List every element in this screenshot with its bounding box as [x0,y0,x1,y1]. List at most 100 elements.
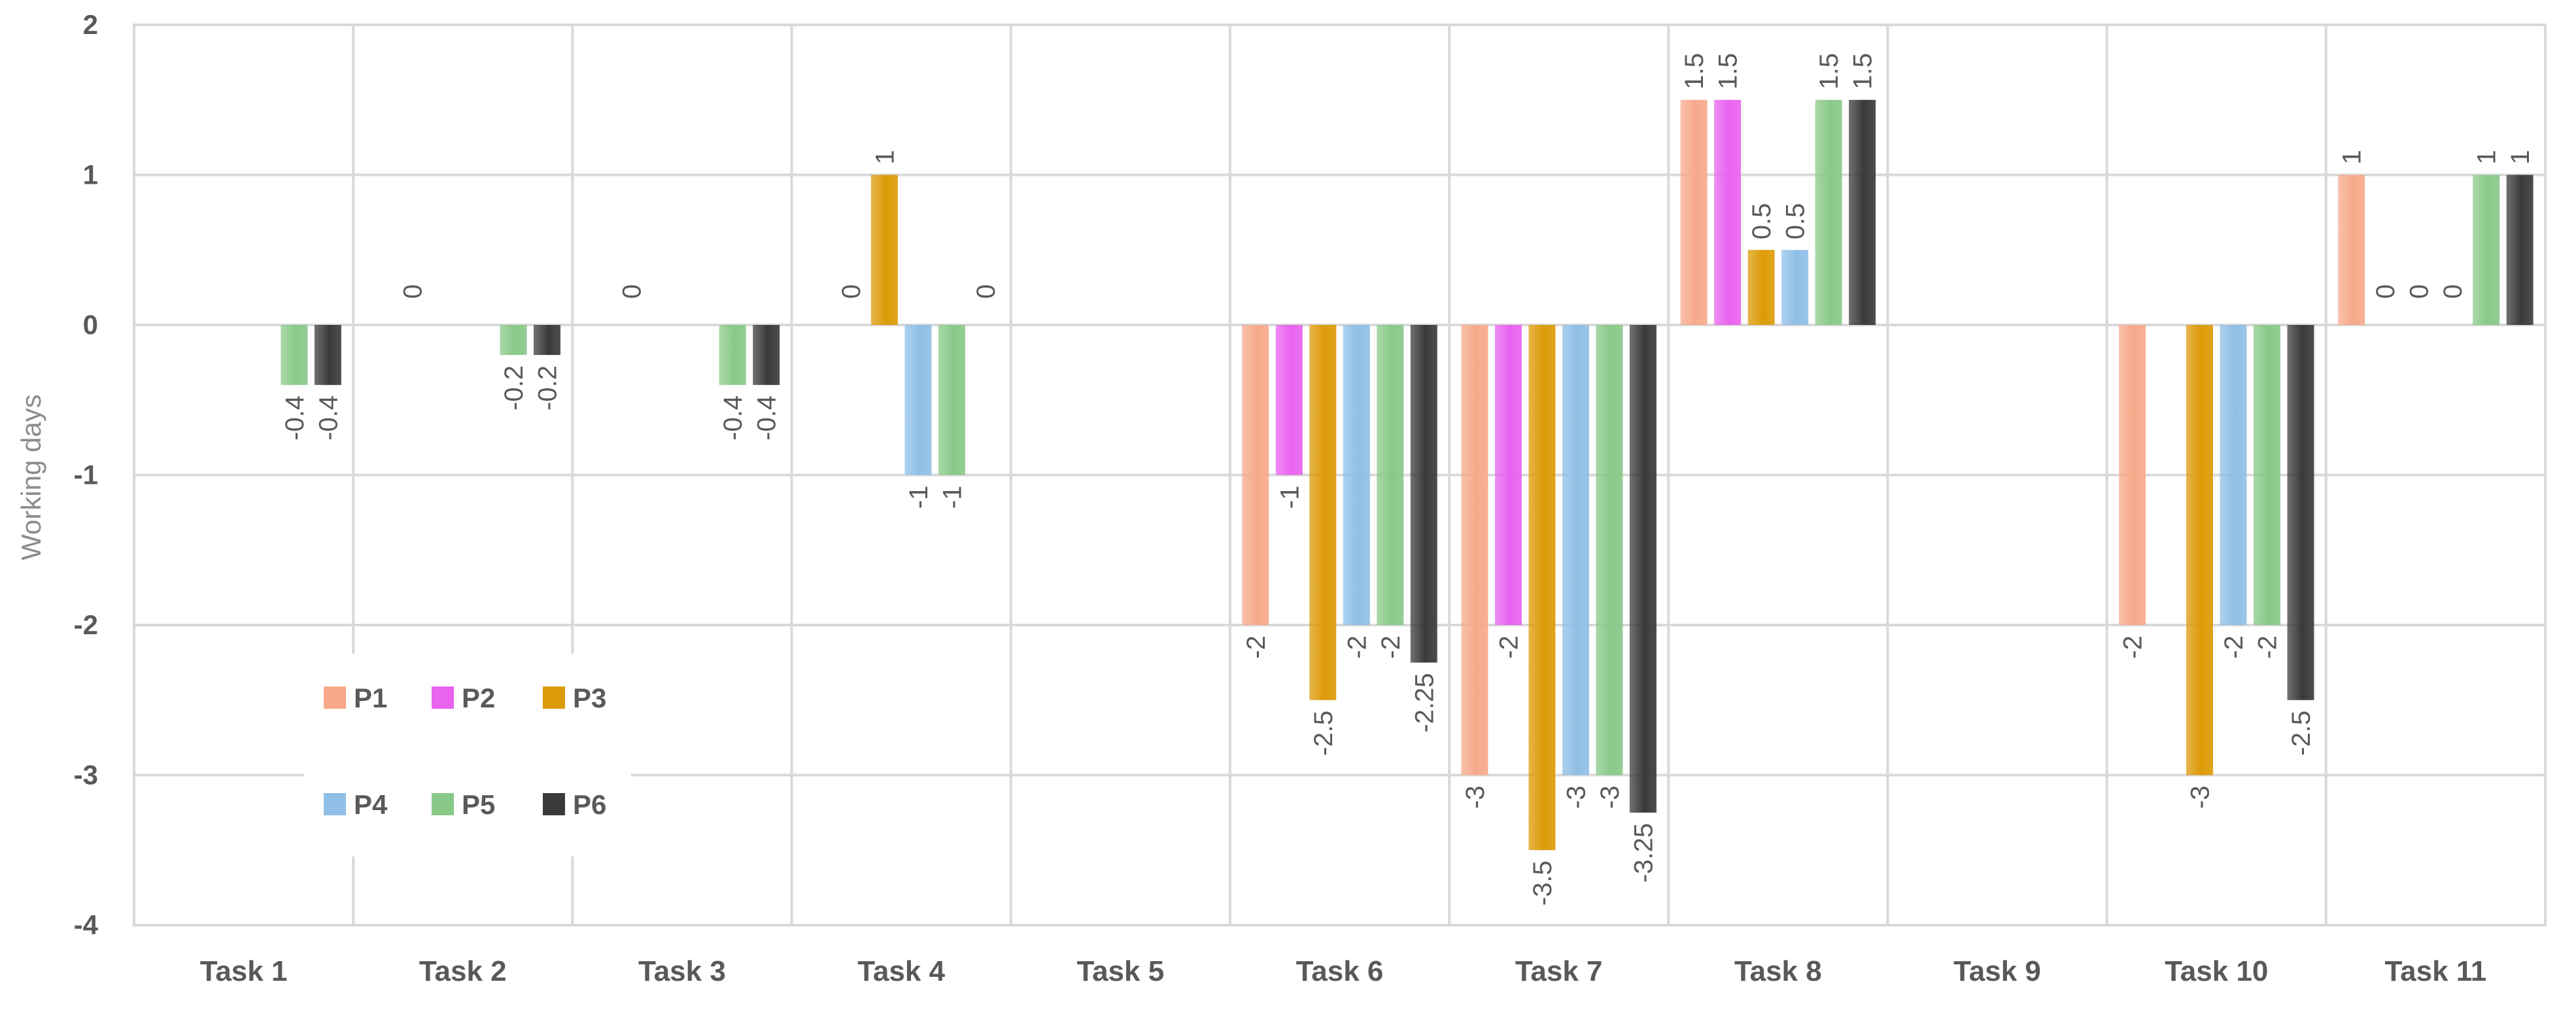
bar-p4-task-6 [1343,325,1370,625]
data-label: -3.25 [1629,823,1658,883]
data-label: -0.4 [314,396,343,441]
data-label: -1 [938,486,967,509]
bar-p3-task-7 [1528,325,1556,851]
x-category-label: Task 4 [857,955,945,987]
bar-p3-task-8 [1747,250,1775,325]
legend-label-p6: P6 [573,789,606,820]
legend-label-p2: P2 [462,683,495,713]
bar-p1-task-7 [1461,325,1488,775]
bar-p6-task-6 [1410,325,1437,663]
y-tick-label: -3 [74,760,98,790]
data-label: 1 [2473,150,2501,164]
bar-p3-task-10 [2186,325,2213,775]
data-label: 1 [2506,150,2535,164]
x-category-label: Task 8 [1734,955,1822,987]
data-label: 0 [618,284,647,299]
bar-p6-task-7 [1629,325,1657,813]
legend-swatch-p3 [543,687,565,709]
bar-p6-task-3 [753,325,780,385]
data-label: 1 [2338,150,2367,164]
data-label: -1 [1275,486,1304,509]
data-label: -2 [1377,636,1405,659]
bar-p2-task-6 [1275,325,1303,475]
data-label: 0 [972,284,1001,299]
data-label: -0.2 [500,365,528,411]
y-tick-label: 1 [83,160,98,190]
data-label: -2.25 [1410,673,1439,732]
data-label: -3 [1562,786,1590,809]
bar-p4-task-8 [1781,250,1809,325]
data-label: 1.5 [1680,53,1709,90]
y-axis-ticks: 2 1 0 -1 -2 -3 -4 [74,9,99,940]
x-category-label: Task 2 [419,955,507,987]
data-label: -0.4 [281,396,309,441]
data-label: -2 [2220,636,2248,659]
legend-label-p3: P3 [573,683,606,713]
x-category-label: Task 10 [2165,955,2268,987]
bar-p4-task-7 [1562,325,1589,775]
x-axis-categories: Task 1 Task 2 Task 3 Task 4 Task 5 Task 6 Task… [200,955,2487,987]
x-category-label: Task 1 [200,955,288,987]
bar-p6-task-10 [2287,325,2314,700]
legend-label-p5: P5 [462,789,495,820]
bar-p5-task-11 [2473,175,2500,325]
data-label: 1 [870,150,899,164]
legend-box [304,654,631,857]
bar-p6-task-1 [314,325,341,385]
y-tick-label: 0 [83,309,98,340]
legend-swatch-p4 [324,793,346,815]
bar-p1-task-11 [2338,175,2365,325]
y-tick-label: -2 [74,609,98,640]
bar-p5-task-7 [1596,325,1623,775]
bar-p2-task-7 [1494,325,1522,625]
legend-swatch-p6 [543,793,565,815]
plot-frame [133,24,2547,926]
legend-label-p1: P1 [354,683,387,713]
data-label: -1 [904,486,933,509]
bar-p1-task-10 [2118,325,2146,625]
x-category-label: Task 7 [1515,955,1603,987]
data-label: -0.4 [719,396,747,441]
bar-p5-task-2 [500,325,527,355]
data-label: 0.5 [1781,203,1810,240]
bar-p6-task-11 [2506,175,2533,325]
legend-swatch-p2 [432,687,454,709]
data-label: 0 [2405,284,2434,299]
x-category-label: Task 3 [638,955,726,987]
legend-swatch-p5 [432,793,454,815]
data-label: -2.5 [2287,711,2316,756]
legend-swatch-p1 [324,687,346,709]
legend: P1 P2 P3 P4 P5 P6 [304,654,631,857]
bar-p5-task-1 [281,325,308,385]
data-label: -3 [1461,786,1490,809]
data-label: -0.2 [534,365,562,411]
data-label: 0 [837,284,866,299]
bar-p4-task-4 [904,325,932,475]
data-label: -3 [2186,786,2214,809]
bar-p5-task-8 [1815,99,1842,325]
bar-p2-task-8 [1714,99,1742,325]
data-label: 1.5 [1714,53,1743,90]
data-label: -3.5 [1528,860,1557,906]
x-category-label: Task 9 [1953,955,2041,987]
legend-label-p4: P4 [354,789,388,820]
y-tick-label: -4 [74,909,99,940]
data-label: -2.5 [1309,711,1338,756]
data-label: -2 [2253,636,2282,659]
data-labels: -2-31.5-210 0 0-1-21.501-2.5-3.50.5-30-1-2… [281,53,2535,906]
data-label: 0 [2439,284,2467,299]
bar-p5-task-3 [719,325,746,385]
data-label: -2 [1494,636,1523,659]
data-label: -2 [1343,636,1371,659]
bar-p3-task-4 [870,175,898,325]
bar-p4-task-10 [2220,325,2247,625]
bar-p6-task-2 [534,325,561,355]
y-tick-label: -1 [74,460,98,490]
bar-p5-task-4 [938,325,965,475]
data-label: -0.4 [753,396,781,441]
bar-p6-task-8 [1849,99,1876,325]
data-label: 1.5 [1815,53,1844,90]
x-category-label: Task 5 [1076,955,1164,987]
